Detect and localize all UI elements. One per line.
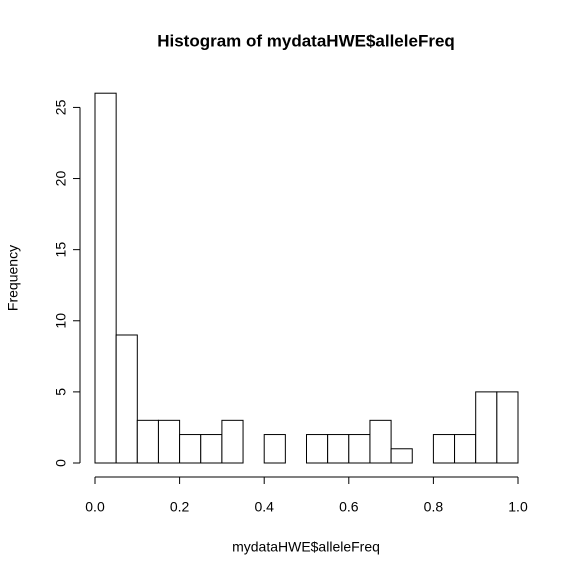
bar <box>179 434 202 464</box>
bar <box>327 434 350 464</box>
bar <box>475 391 498 464</box>
bar <box>221 419 244 464</box>
y-tick-label: 25 <box>53 99 69 115</box>
y-tick-label: 15 <box>53 242 69 258</box>
bar <box>263 434 286 464</box>
bar <box>348 434 371 464</box>
bar <box>157 419 181 464</box>
bar <box>496 391 519 464</box>
y-tick-label: 0 <box>53 459 69 467</box>
x-tick-label: 0.0 <box>85 499 105 515</box>
bar <box>432 434 456 464</box>
y-tick-label: 10 <box>53 313 69 329</box>
x-tick-label: 0.2 <box>170 499 190 515</box>
y-tick-label: 5 <box>53 388 69 396</box>
bar <box>115 334 138 464</box>
x-tick-label: 0.4 <box>254 499 274 515</box>
x-tick-label: 0.8 <box>424 499 444 515</box>
x-tick-label: 0.6 <box>339 499 359 515</box>
bar <box>136 419 159 464</box>
x-axis-label: mydataHWE$alleleFreq <box>232 539 380 555</box>
bar <box>94 92 117 464</box>
bar <box>454 434 477 464</box>
bar <box>369 419 392 464</box>
y-axis-label: Frequency <box>5 245 21 311</box>
chart-title: Histogram of mydataHWE$alleleFreq <box>157 31 455 50</box>
y-tick-label: 20 <box>53 171 69 187</box>
bar <box>306 434 329 464</box>
bar <box>390 448 413 464</box>
bar <box>200 434 223 464</box>
x-tick-label: 1.0 <box>508 499 528 515</box>
